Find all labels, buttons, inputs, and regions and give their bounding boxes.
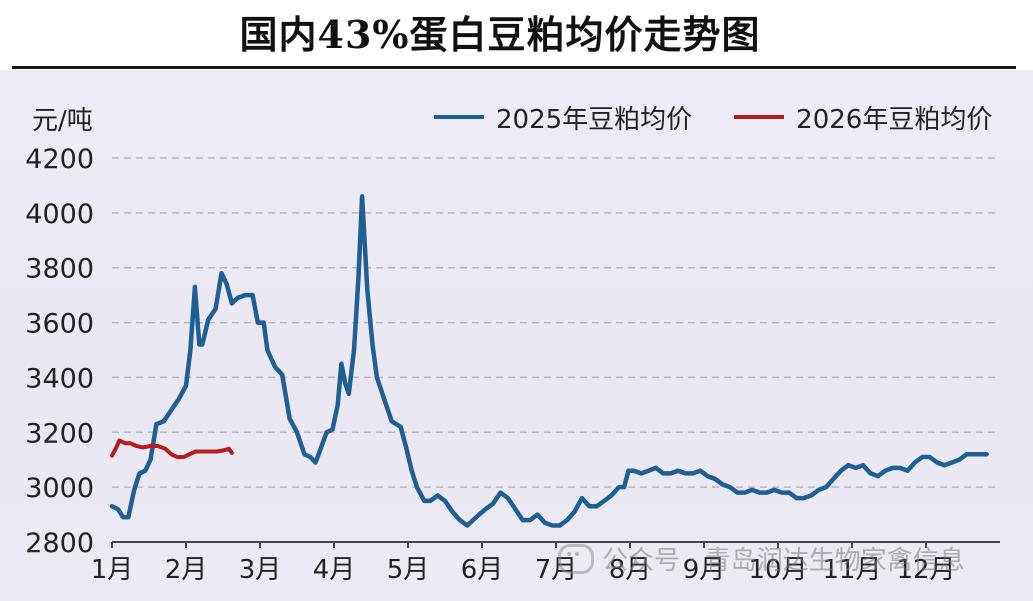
watermark: 公众号 · 青岛润达生物家禽信息 [558, 540, 965, 577]
x-tick-label: 10月 [748, 555, 807, 585]
chart-title: 国内43%蛋白豆粕均价走势图 [239, 12, 761, 57]
wechat-icon [558, 543, 594, 574]
series-line-2025 [109, 194, 989, 528]
series-line-2026 [110, 438, 234, 459]
legend-label-2026: 2026年豆粕均价 [796, 104, 993, 135]
x-tick-label: 8月 [609, 555, 652, 585]
watermark-text: 公众号 · 青岛润达生物家禽信息 [602, 546, 965, 576]
x-tick-label: 6月 [461, 555, 504, 585]
x-tick-label: 1月 [91, 555, 134, 585]
legend-swatch-2026 [734, 115, 785, 119]
x-tick-label: 5月 [387, 555, 430, 585]
y-tick-label: 2800 [25, 528, 94, 559]
y-tick-label: 4200 [25, 144, 94, 175]
x-tick-label: 12月 [896, 555, 955, 585]
y-axis-unit-label: 元/吨 [32, 106, 93, 136]
y-tick-label: 3000 [25, 473, 94, 504]
x-tick-label: 2月 [165, 555, 208, 585]
y-tick-label: 3800 [25, 254, 94, 285]
legend-swatch-2025 [434, 115, 484, 119]
x-tick-label: 3月 [239, 555, 282, 585]
y-tick-label: 3400 [25, 363, 94, 394]
y-tick-label: 3200 [25, 418, 94, 449]
legend: 2025年豆粕均价 2026年豆粕均价 [434, 100, 993, 135]
x-tick-label: 4月 [313, 555, 356, 585]
x-tick-label: 11月 [822, 555, 881, 585]
x-tick-label: 7月 [535, 555, 578, 585]
title-divider [12, 66, 1016, 69]
y-tick-label: 4000 [25, 199, 94, 230]
legend-label-2025: 2025年豆粕均价 [496, 104, 693, 135]
x-tick-label: 9月 [683, 555, 726, 585]
y-tick-label: 3600 [25, 309, 94, 340]
